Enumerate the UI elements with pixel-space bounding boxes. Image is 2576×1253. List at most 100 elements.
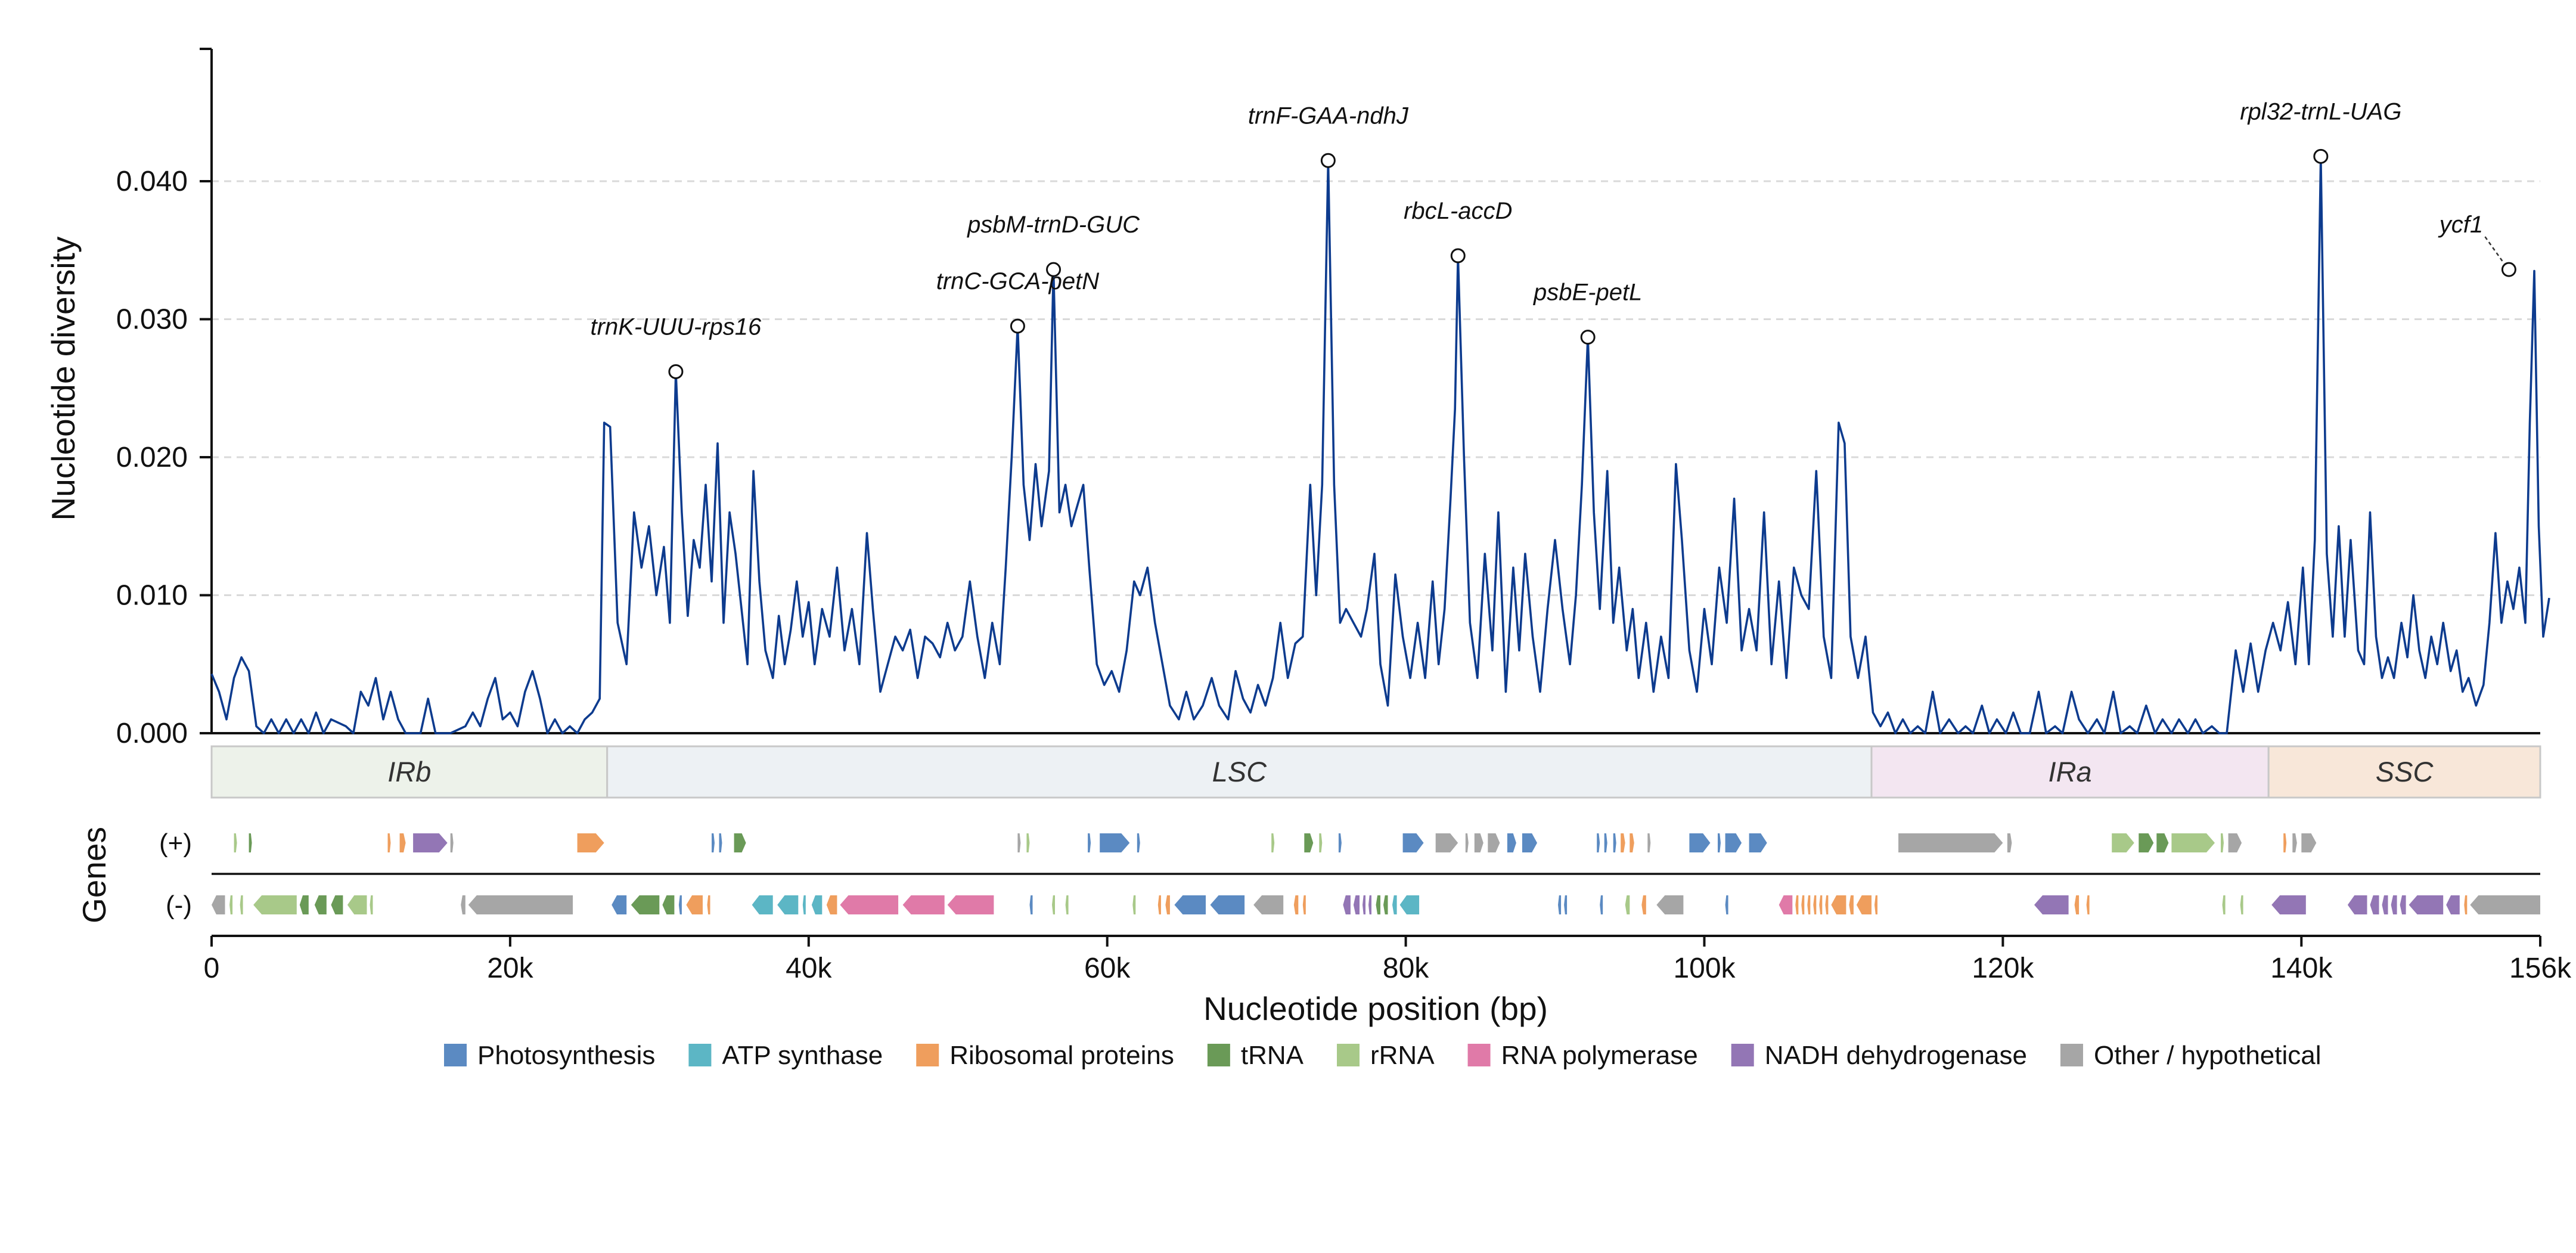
gene-arrow <box>1856 895 1872 914</box>
gene-arrow <box>2156 833 2169 852</box>
y-tick-label: 0.040 <box>116 166 188 197</box>
peak-marker <box>1010 318 1025 334</box>
gene-arrow <box>399 833 406 852</box>
gene-arrow <box>612 895 627 914</box>
gene-arrow <box>1353 895 1360 914</box>
gene-arrow <box>2086 895 2090 914</box>
x-tick-label: 100k <box>1673 953 1736 984</box>
gene-arrow <box>2240 895 2243 914</box>
gene-arrow <box>240 895 243 914</box>
gene-arrow <box>1302 895 1306 914</box>
gene-arrow <box>1749 833 1767 852</box>
gene-arrow <box>450 833 454 852</box>
gene-arrow <box>1825 895 1829 914</box>
gene-arrow <box>1807 895 1811 914</box>
strand-label: (-) <box>166 891 192 920</box>
gene-arrow <box>1600 895 1603 914</box>
gene-arrow <box>631 895 660 914</box>
legend-swatch <box>916 1044 939 1066</box>
gene-arrow <box>1253 895 1284 914</box>
y-axis: 0.000 0.010 0.020 0.030 0.040 <box>116 48 2540 749</box>
region-block <box>2267 745 2541 799</box>
gene-arrow <box>1795 895 1799 914</box>
gene-arrow <box>1718 833 1721 852</box>
gene-arrow <box>719 833 722 852</box>
x-tick-label: 120k <box>1972 953 2034 984</box>
gene-arrow <box>712 833 715 852</box>
gene-arrow <box>1779 895 1793 914</box>
gene-arrow <box>1801 895 1805 914</box>
gene-arrow <box>1026 833 1030 852</box>
gene-arrow <box>2271 895 2306 914</box>
gene-arrow <box>1376 895 1380 914</box>
gene-arrow <box>707 895 710 914</box>
gene-arrow <box>1597 833 1600 852</box>
gene-arrow <box>947 895 994 914</box>
gene-arrow <box>802 895 806 914</box>
gene-arrow <box>777 895 799 914</box>
x-axis: 0 20k 40k 60k 80k 100k 120k 140k 156k <box>204 935 2572 984</box>
gene-arrow <box>1507 833 1516 852</box>
gene-arrow <box>2222 895 2226 914</box>
region-label: IRa <box>2049 756 2092 787</box>
gene-arrow <box>1656 895 1684 914</box>
gene-arrow <box>2283 833 2287 852</box>
peak-marker <box>1580 330 1596 345</box>
legend-label: rRNA <box>1370 1041 1435 1070</box>
y-axis-title: Nucleotide diversity <box>45 236 82 520</box>
gene-arrow <box>840 895 899 914</box>
gene-arrow <box>1363 895 1365 914</box>
gene-arrow <box>413 833 448 852</box>
gene-arrow <box>1343 895 1351 914</box>
peak-label: trnF-GAA-ndhJ <box>1248 103 1409 129</box>
peak-label: trnK-UUU-rps16 <box>591 314 762 340</box>
gene-arrow <box>1641 895 1646 914</box>
gene-arrow <box>1137 833 1140 852</box>
legend-swatch <box>1467 1044 1491 1066</box>
peak-label: psbM-trnD-GUC <box>967 212 1140 238</box>
x-tick-label: 140k <box>2270 953 2333 984</box>
gene-arrow <box>1435 833 1458 852</box>
gene-arrow <box>1271 833 1275 852</box>
gene-arrow <box>1157 895 1161 914</box>
gene-arrow <box>1522 833 1537 852</box>
gene-arrow <box>253 895 297 914</box>
peak-marker <box>1320 153 1336 168</box>
gene-arrow <box>461 895 465 914</box>
gene-arrow <box>1689 833 1711 852</box>
gene-arrow <box>2446 895 2460 914</box>
gene-arrow <box>1558 895 1562 914</box>
x-tick-label: 0 <box>204 953 220 984</box>
gene-arrow <box>2139 833 2154 852</box>
gene-arrow <box>2007 833 2012 852</box>
gene-arrow <box>577 833 604 852</box>
gene-arrow <box>1029 895 1033 914</box>
gene-arrow <box>2228 833 2242 852</box>
gene-arrow <box>2221 833 2224 852</box>
gene-arrow <box>2382 895 2388 914</box>
gene-arrow <box>1613 833 1616 852</box>
legend-label: tRNA <box>1241 1041 1304 1070</box>
gene-arrow <box>1474 833 1483 852</box>
gene-arrow <box>1831 895 1846 914</box>
gene-arrow <box>1621 833 1625 852</box>
gene-arrow <box>1165 895 1170 914</box>
legend-label: NADH dehydrogenase <box>1765 1041 2027 1070</box>
gene-arrow <box>1052 895 1055 914</box>
gene-arrow <box>2301 833 2317 852</box>
gene-arrow <box>331 895 343 914</box>
gene-arrow <box>678 895 682 914</box>
peak-marker <box>1450 248 1466 263</box>
region-track: IRb LSC IRa SSC <box>210 745 2541 799</box>
gene-arrow <box>2034 895 2069 914</box>
legend-swatch <box>1731 1044 1754 1066</box>
gene-arrow <box>347 895 367 914</box>
gene-arrow <box>662 895 675 914</box>
gene-arrow <box>686 895 703 914</box>
gene-arrow <box>2074 895 2080 914</box>
genes-track-title: Genes <box>76 827 113 923</box>
diversity-line-series <box>210 155 2550 734</box>
region-label: SSC <box>2376 756 2434 787</box>
x-tick-label: 40k <box>786 953 832 984</box>
gene-arrow <box>826 895 837 914</box>
